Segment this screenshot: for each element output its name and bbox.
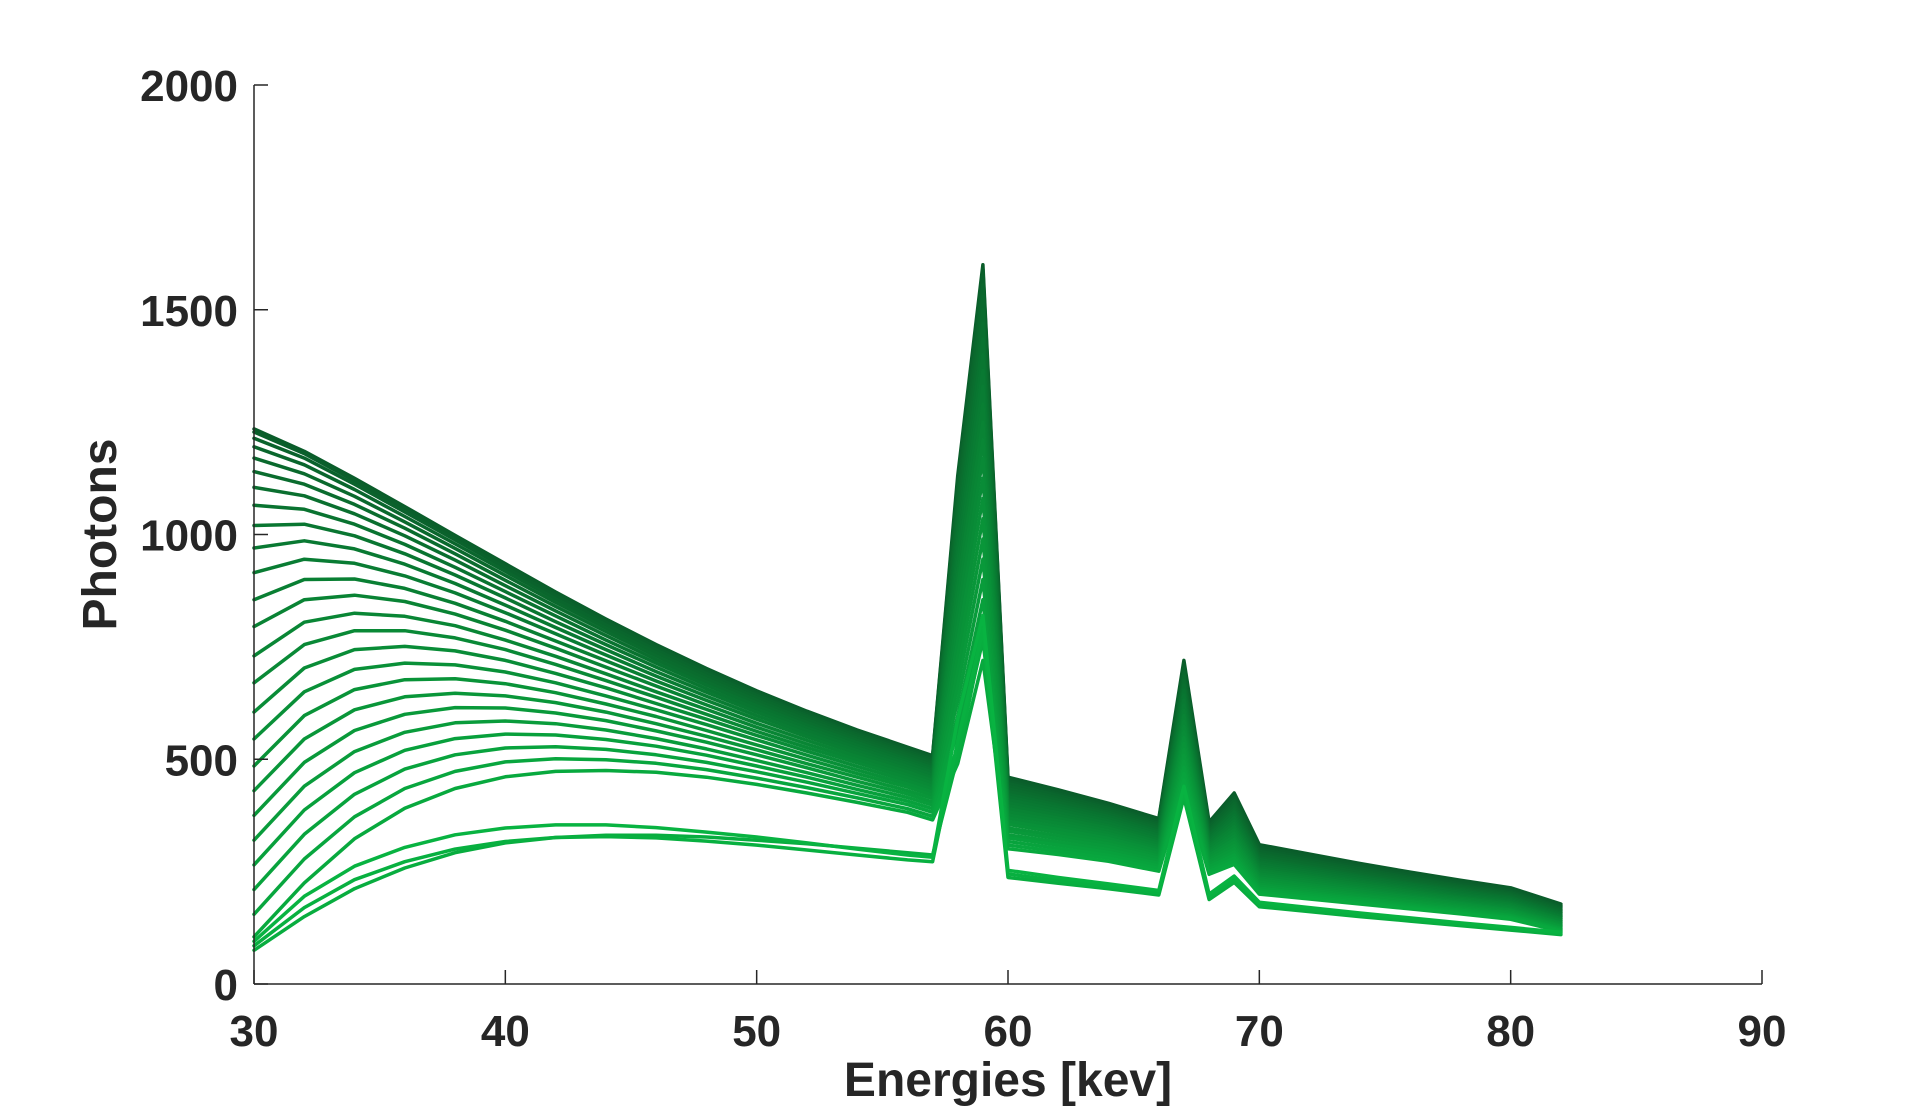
- x-tick-label: 30: [230, 1007, 279, 1056]
- series-line: [252, 420, 1563, 921]
- series-line: [252, 438, 1563, 922]
- y-axis-title: Photons: [74, 439, 127, 631]
- series-line: [252, 496, 1563, 926]
- y-tick-label: 500: [165, 736, 238, 785]
- x-tick-label: 60: [984, 1007, 1033, 1056]
- y-axis-ticks: 0 500 1000 1500 2000: [140, 62, 268, 1010]
- series-line: [252, 368, 1563, 918]
- series-line: [252, 476, 1563, 925]
- series-line: [252, 577, 1563, 930]
- series-line: [252, 627, 1563, 948]
- series-line: [252, 321, 1563, 914]
- series-line: [252, 352, 1563, 917]
- series-line: [252, 384, 1563, 919]
- series-line: [252, 517, 1563, 927]
- x-axis-title: Energies [kev]: [844, 1054, 1172, 1107]
- series-line: [252, 402, 1563, 920]
- x-axis-ticks: 30 40 50 60 70 80 90: [230, 970, 1787, 1056]
- x-tick-label: 40: [481, 1007, 530, 1056]
- series-line: [252, 456, 1563, 923]
- series-line: [252, 613, 1563, 944]
- series-line: [252, 537, 1563, 928]
- series-line: [252, 308, 1563, 913]
- series-line: [252, 283, 1563, 910]
- x-tick-label: 90: [1738, 1007, 1787, 1056]
- series-line: [252, 618, 1563, 932]
- series-line: [252, 557, 1563, 929]
- y-tick-label: 1500: [140, 287, 238, 336]
- series-group: [252, 263, 1563, 953]
- y-tick-label: 1000: [140, 512, 238, 561]
- y-tick-label: 0: [214, 961, 238, 1010]
- x-tick-label: 50: [732, 1007, 781, 1056]
- y-tick-label: 2000: [140, 62, 238, 111]
- x-tick-label: 70: [1235, 1007, 1284, 1056]
- x-tick-label: 80: [1486, 1007, 1535, 1056]
